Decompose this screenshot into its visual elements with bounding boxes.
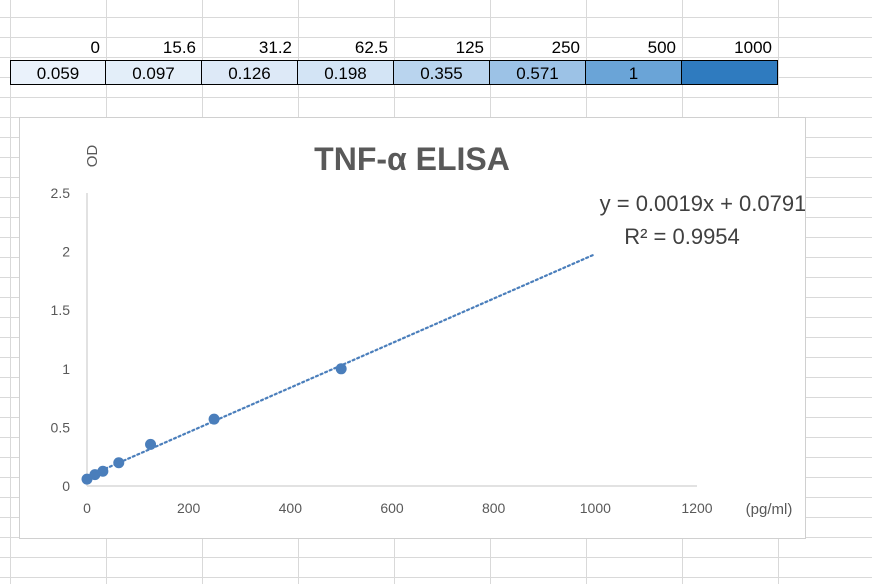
header-cell[interactable]: 62.5 [354,38,388,57]
value-cell[interactable]: 0.355 [393,60,490,85]
header-cell[interactable]: 15.6 [162,38,196,57]
y-tick-label: 1 [62,361,70,377]
data-point[interactable] [145,438,157,450]
value-cell[interactable]: 0.571 [489,60,586,85]
r-squared-label: R² = 0.9954 [624,224,740,249]
spreadsheet-grid[interactable]: 0 15.6 31.2 62.5 125 250 500 1000 0.059 0.097 0.12… [0,0,872,100]
x-tick-label: 1200 [681,500,712,516]
header-cell[interactable]: 31.2 [258,38,292,57]
data-point[interactable] [208,413,220,425]
data-point[interactable] [97,465,109,477]
y-tick-label: 0.5 [51,419,71,435]
value-cell[interactable]: 0.059 [10,60,106,85]
x-tick-label: 800 [482,500,506,516]
x-tick-label: 1000 [580,500,611,516]
y-tick-label: 1.5 [51,302,71,318]
value-cell[interactable]: 0.097 [105,60,202,85]
y-tick-label: 2.5 [51,185,71,201]
y-tick-label: 0 [62,478,70,494]
data-points [81,363,347,485]
x-axis-label: (pg/ml) [746,501,793,518]
y-tick-label: 2 [62,244,70,260]
scatter-chart: TNF-α ELISA OD (pg/ml) y = 0.0019x + 0.0… [51,141,805,518]
trendline-equation: y = 0.0019x + 0.0791 [600,191,805,216]
data-point[interactable] [335,363,347,375]
header-cell[interactable]: 0 [90,38,100,57]
header-cell[interactable]: 1000 [734,38,772,57]
value-cell[interactable]: 0.198 [297,60,394,85]
y-axis-label: OD [84,145,101,168]
header-cell[interactable]: 125 [455,38,484,57]
header-cell[interactable]: 250 [551,38,580,57]
x-tick-label: 0 [83,500,91,516]
value-cell[interactable]: 1 [585,60,682,85]
value-cell[interactable] [681,60,778,85]
value-cell[interactable]: 0.126 [201,60,298,85]
chart-title: TNF-α ELISA [314,141,510,177]
axes: 0 200 400 600 800 1000 1200 0 0.5 1 1.5 2 2.5 [51,185,713,516]
chart-area[interactable]: TNF-α ELISA OD (pg/ml) y = 0.0019x + 0.0… [19,117,806,539]
header-cell[interactable]: 500 [647,38,676,57]
x-tick-label: 600 [380,500,404,516]
data-point[interactable] [113,457,125,469]
x-tick-label: 200 [177,500,201,516]
x-tick-label: 400 [279,500,303,516]
